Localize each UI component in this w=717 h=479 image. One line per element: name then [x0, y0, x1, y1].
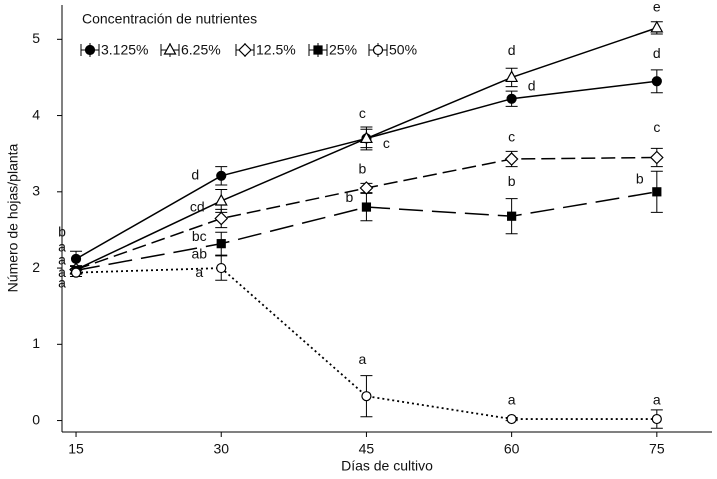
y-tick-label: 3 — [32, 183, 40, 199]
y-tick-label: 0 — [32, 411, 40, 427]
significance-letter: b — [58, 224, 66, 240]
marker — [214, 193, 228, 206]
y-tick-label: 5 — [32, 30, 40, 46]
legend-marker — [238, 43, 252, 57]
marker — [651, 413, 662, 425]
significance-letter: c — [653, 119, 660, 135]
significance-letter: e — [653, 0, 661, 15]
y-tick-label: 1 — [32, 335, 40, 351]
significance-letter: bc — [192, 228, 207, 244]
legend-marker — [372, 44, 384, 56]
significance-letter: a — [58, 238, 66, 254]
x-tick-label: 75 — [649, 441, 665, 457]
marker — [216, 170, 227, 181]
significance-letter: d — [653, 45, 661, 61]
significance-letter: a — [359, 351, 367, 367]
significance-letter: ab — [191, 245, 207, 261]
legend-marker — [313, 45, 323, 55]
significance-letter: b — [346, 189, 354, 205]
series-line — [76, 267, 657, 420]
significance-letter: a — [653, 392, 661, 408]
x-axis-title: Días de cultivo — [341, 458, 433, 474]
marker — [216, 262, 227, 274]
significance-letter: d — [528, 77, 536, 93]
significance-letter: b — [508, 173, 516, 189]
significance-letter: d — [508, 42, 516, 58]
significance-letter: cd — [190, 199, 205, 215]
x-tick-label: 60 — [504, 441, 520, 457]
legend-marker — [163, 42, 177, 55]
series-line — [75, 80, 657, 260]
y-tick-label: 2 — [32, 259, 40, 275]
x-tick-label: 15 — [68, 441, 84, 457]
legend-label: 25% — [329, 42, 357, 58]
x-tick-label: 45 — [359, 441, 375, 457]
legend-marker — [84, 44, 96, 56]
marker — [507, 211, 517, 221]
marker — [504, 152, 519, 166]
significance-letter: c — [359, 105, 366, 121]
marker — [361, 202, 372, 212]
marker — [506, 93, 517, 104]
significance-letter: a — [508, 392, 516, 408]
marker — [359, 131, 373, 144]
significance-letter: a — [58, 251, 66, 267]
legend-label: 6.25% — [181, 42, 221, 58]
marker — [505, 70, 519, 83]
x-tick-label: 30 — [213, 441, 229, 457]
significance-letter: b — [636, 171, 644, 187]
marker — [506, 413, 517, 425]
legend-title: Concentración de nutrientes — [82, 11, 257, 27]
y-axis-title: Número de hojas/planta — [5, 143, 21, 292]
significance-letter: b — [359, 161, 367, 177]
legend-label: 12.5% — [256, 42, 296, 58]
marker — [70, 253, 82, 265]
marker — [70, 267, 82, 278]
significance-letter: c — [383, 135, 390, 151]
legend-label: 50% — [389, 42, 417, 58]
significance-letter: a — [58, 274, 66, 290]
marker — [652, 187, 662, 197]
y-tick-label: 4 — [32, 106, 40, 122]
marker — [651, 76, 662, 87]
significance-letter: c — [508, 129, 515, 145]
marker — [361, 391, 372, 402]
marker — [649, 150, 664, 165]
marker — [650, 20, 664, 33]
significance-letter: d — [191, 167, 199, 183]
significance-letter: a — [58, 264, 66, 280]
significance-letter: a — [195, 264, 203, 280]
marker — [216, 239, 226, 249]
legend-label: 3.125% — [101, 42, 148, 58]
marker — [214, 211, 229, 226]
